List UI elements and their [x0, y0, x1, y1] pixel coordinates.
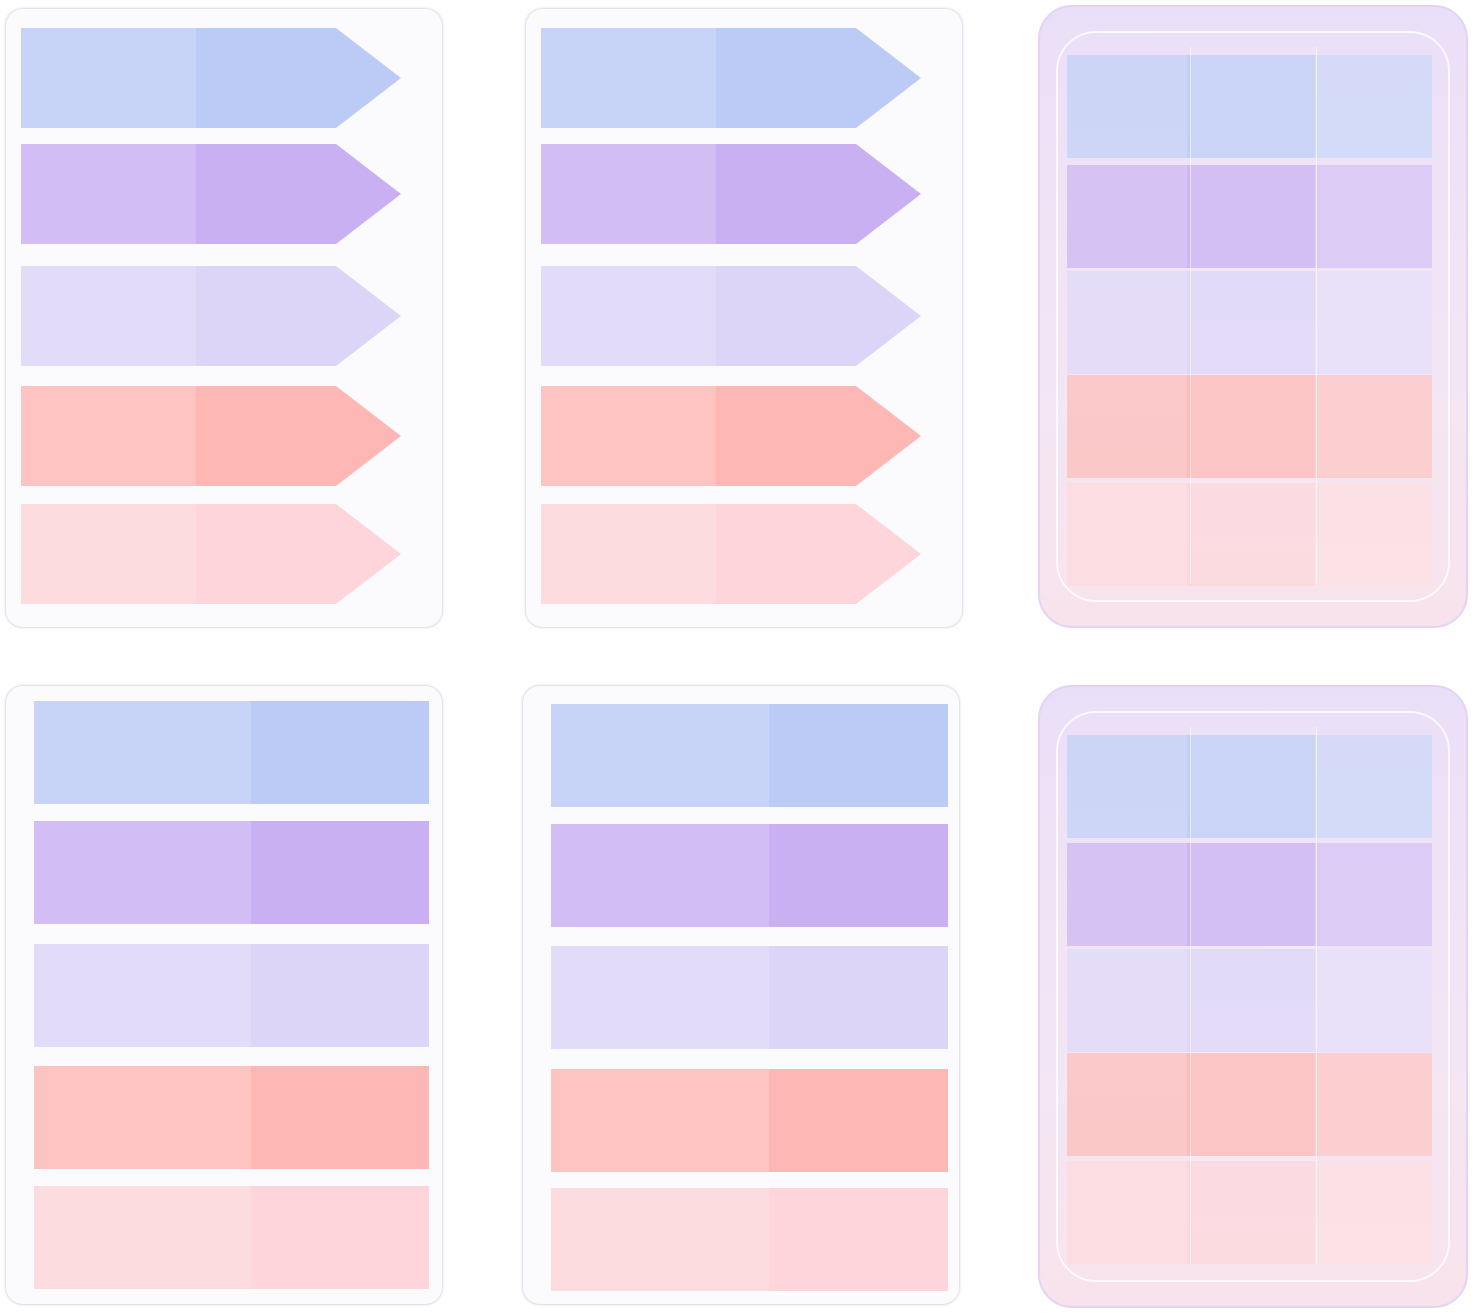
- arrow-tab-shape: [21, 144, 401, 244]
- arrow-tab-shape: [541, 28, 921, 128]
- arrow-tab-purple: [21, 144, 401, 244]
- tab-translucent-area: [541, 144, 716, 244]
- flag-tab-lavender: [34, 944, 429, 1047]
- flag-tab-salmon: [551, 1069, 948, 1172]
- tab-translucent-area: [34, 821, 252, 924]
- tab-translucent-area: [541, 386, 716, 486]
- tab-pack: [525, 8, 963, 628]
- tab-pack: [1038, 5, 1468, 628]
- tab-translucent-area: [21, 266, 196, 366]
- tab-translucent-area: [1067, 165, 1188, 268]
- arrow-tab-shape: [541, 504, 921, 604]
- tab-translucent-area: [1315, 1053, 1432, 1156]
- tab-pack: [5, 8, 443, 628]
- tab-translucent-area: [541, 28, 716, 128]
- tab-translucent-area: [1067, 375, 1188, 478]
- arrow-tab-blue: [541, 28, 921, 128]
- tab-translucent-area: [21, 504, 196, 604]
- arrow-tab-pink: [541, 504, 921, 604]
- tab-translucent-area: [21, 28, 196, 128]
- tab-translucent-area: [21, 144, 196, 244]
- tab-translucent-area: [1315, 271, 1432, 374]
- flag-tab-purple: [1067, 843, 1432, 946]
- flag-tab-purple: [551, 824, 948, 927]
- flag-tab-salmon: [34, 1066, 429, 1169]
- tab-translucent-area: [1315, 735, 1432, 838]
- arrow-tab-blue: [21, 28, 401, 128]
- arrow-tab-salmon: [541, 386, 921, 486]
- arrow-tab-shape: [21, 28, 401, 128]
- arrow-tab-shape: [541, 386, 921, 486]
- tab-translucent-area: [34, 1066, 252, 1169]
- tab-translucent-area: [541, 504, 716, 604]
- arrow-tab-shape: [21, 504, 401, 604]
- tab-translucent-area: [34, 701, 252, 804]
- tab-translucent-area: [1315, 843, 1432, 946]
- flag-tab-blue: [551, 704, 948, 807]
- tab-translucent-area: [1067, 843, 1188, 946]
- arrow-tab-salmon: [21, 386, 401, 486]
- flag-tab-pink: [551, 1188, 948, 1291]
- tab-translucent-area: [21, 386, 196, 486]
- flag-tab-purple: [34, 821, 429, 924]
- case-center-strip: [1190, 727, 1317, 1264]
- arrow-tab-shape: [21, 386, 401, 486]
- tab-translucent-area: [1067, 735, 1188, 838]
- tab-translucent-area: [1315, 165, 1432, 268]
- arrow-tab-lavender: [21, 266, 401, 366]
- flag-tab-blue: [34, 701, 429, 804]
- tab-translucent-area: [551, 1069, 770, 1172]
- tab-translucent-area: [1315, 375, 1432, 478]
- arrow-tab-lavender: [541, 266, 921, 366]
- case-center-strip: [1190, 47, 1317, 584]
- tab-pack: [1038, 685, 1468, 1308]
- tab-translucent-area: [551, 946, 770, 1049]
- arrow-tab-pink: [21, 504, 401, 604]
- flag-tab-salmon: [1067, 1053, 1432, 1156]
- arrow-tab-purple: [541, 144, 921, 244]
- tab-pack: [522, 685, 960, 1305]
- tab-translucent-area: [1067, 1053, 1188, 1156]
- tab-pack: [5, 685, 443, 1305]
- tab-translucent-area: [1067, 1161, 1188, 1264]
- arrow-tab-shape: [541, 144, 921, 244]
- tab-translucent-area: [551, 1188, 770, 1291]
- flag-tab-pink: [1067, 1161, 1432, 1264]
- arrow-tab-shape: [21, 266, 401, 366]
- flag-tab-lavender: [551, 946, 948, 1049]
- flag-tab-pink: [1067, 483, 1432, 586]
- tab-translucent-area: [1315, 1161, 1432, 1264]
- flag-tab-purple: [1067, 165, 1432, 268]
- arrow-tab-shape: [541, 266, 921, 366]
- tab-translucent-area: [1067, 271, 1188, 374]
- tab-translucent-area: [1067, 483, 1188, 586]
- case-rim: [1056, 31, 1450, 602]
- flag-tab-blue: [1067, 735, 1432, 838]
- tab-translucent-area: [541, 266, 716, 366]
- tab-translucent-area: [551, 824, 770, 927]
- tab-translucent-area: [34, 1186, 252, 1289]
- tab-translucent-area: [34, 944, 252, 1047]
- flag-tab-pink: [34, 1186, 429, 1289]
- tab-translucent-area: [1315, 55, 1432, 158]
- flag-tab-lavender: [1067, 271, 1432, 374]
- tab-translucent-area: [551, 704, 770, 807]
- flag-tab-lavender: [1067, 949, 1432, 1052]
- tab-translucent-area: [1067, 949, 1188, 1052]
- flag-tab-blue: [1067, 55, 1432, 158]
- tab-translucent-area: [1315, 949, 1432, 1052]
- flag-tab-salmon: [1067, 375, 1432, 478]
- tab-translucent-area: [1067, 55, 1188, 158]
- case-rim: [1056, 711, 1450, 1282]
- tab-translucent-area: [1315, 483, 1432, 586]
